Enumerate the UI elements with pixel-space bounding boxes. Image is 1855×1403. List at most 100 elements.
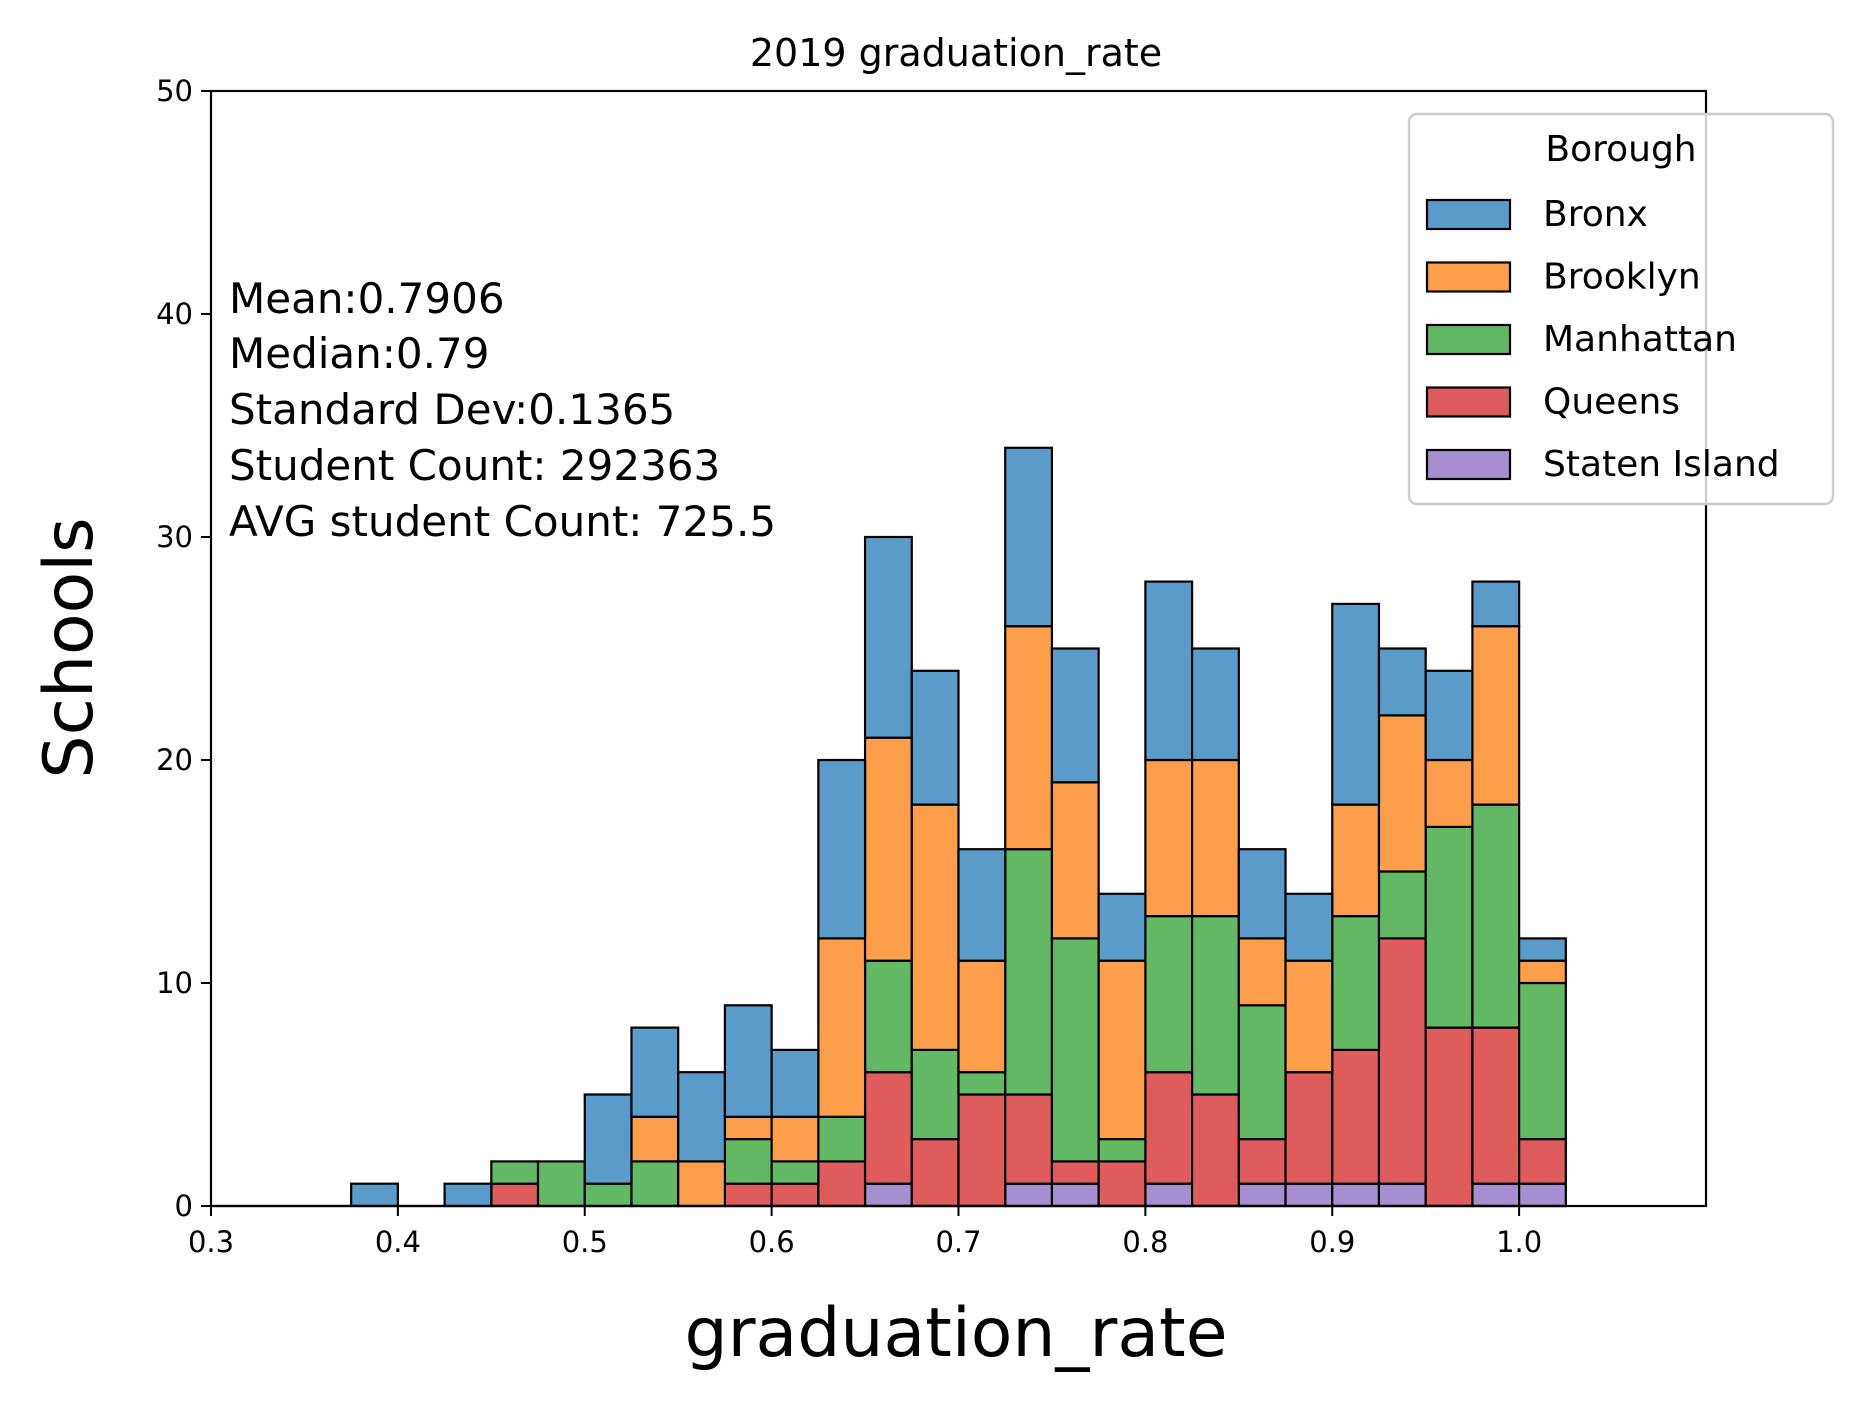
bar-manhattan [1004, 848, 1054, 1096]
bar-manhattan [583, 1182, 633, 1208]
bar-bronx [1190, 647, 1240, 762]
x-tick-label: 0.5 [562, 1225, 608, 1259]
bar-staten-island [1377, 1182, 1427, 1208]
bar-manhattan [1050, 937, 1100, 1163]
bar-staten-island [1331, 1182, 1381, 1208]
y-tick-label: 20 [156, 743, 193, 777]
bar-staten-island [1471, 1182, 1521, 1208]
bar-brooklyn [1190, 758, 1240, 918]
legend-title: Borough [1545, 129, 1696, 170]
bar-brooklyn [1097, 959, 1147, 1141]
legend-label-manhattan: Manhattan [1543, 319, 1737, 360]
bar-brooklyn [1377, 714, 1427, 873]
legend-swatch-brooklyn [1425, 261, 1512, 293]
legend-label-bronx: Bronx [1543, 194, 1648, 235]
bar-brooklyn [910, 803, 960, 1051]
bar-queens [490, 1182, 540, 1208]
bar-manhattan [630, 1160, 680, 1208]
x-axis-ticks: 0.3 0.4 0.5 0.6 0.7 0.8 0.9 1.0 [188, 1206, 1542, 1259]
y-axis-ticks: 0 10 20 30 40 50 [156, 74, 211, 1223]
legend-label-staten-island: Staten Island [1543, 444, 1780, 485]
bar-queens [817, 1160, 867, 1208]
x-tick-label: 1.0 [1496, 1225, 1542, 1259]
bar-brooklyn [1518, 959, 1567, 985]
bar-queens [1004, 1093, 1054, 1185]
y-tick-label: 10 [156, 966, 193, 1000]
bar-manhattan [1097, 1137, 1147, 1163]
bar-queens [1050, 1160, 1100, 1185]
stat-avg-student-count: AVG student Count: 725.5 [229, 497, 776, 546]
bar-bronx [1471, 580, 1521, 628]
bar-bronx [1284, 892, 1334, 962]
bar-manhattan [1331, 914, 1381, 1051]
bar-staten-island [863, 1182, 913, 1208]
bar-staten-island [1144, 1182, 1194, 1208]
y-tick-label: 0 [175, 1189, 193, 1223]
bar-manhattan [723, 1137, 773, 1185]
bar-queens [1237, 1137, 1287, 1185]
bar-brooklyn [1284, 959, 1334, 1074]
bar-brooklyn [957, 959, 1007, 1074]
bar-manhattan [536, 1160, 586, 1208]
bar-bronx [817, 758, 867, 940]
y-axis-label: Schools [30, 517, 109, 778]
legend-swatch-bronx [1425, 198, 1512, 231]
legend-label-queens: Queens [1543, 382, 1680, 423]
bar-brooklyn [1331, 803, 1381, 918]
bar-bronx [1237, 848, 1287, 940]
bar-staten-island [1518, 1182, 1567, 1208]
bar-queens [1144, 1071, 1194, 1185]
bar-queens [1377, 937, 1427, 1185]
bar-bronx [1518, 937, 1567, 962]
bar-brooklyn [1144, 758, 1194, 918]
x-tick-label: 0.8 [1122, 1225, 1168, 1259]
bar-bronx [443, 1182, 493, 1208]
x-axis-label: graduation_rate [684, 1294, 1227, 1373]
legend-swatch-staten-island [1425, 448, 1512, 481]
stat-student-count: Student Count: 292363 [229, 441, 720, 490]
bar-bronx [583, 1093, 633, 1185]
bar-queens [910, 1137, 960, 1208]
bar-manhattan [863, 959, 913, 1074]
bar-bronx [863, 535, 913, 739]
bar-brooklyn [1237, 937, 1287, 1007]
bar-manhattan [1377, 870, 1427, 940]
bar-bronx [770, 1048, 820, 1118]
stat-median: Median:0.79 [229, 329, 489, 378]
bar-queens [1097, 1160, 1147, 1208]
bar-staten-island [1050, 1182, 1100, 1208]
bar-staten-island [1004, 1182, 1054, 1208]
bar-queens [1471, 1026, 1521, 1185]
legend-box [1407, 112, 1835, 506]
bar-brooklyn [677, 1160, 727, 1208]
bar-staten-island [1237, 1182, 1287, 1208]
y-tick-label: 40 [156, 297, 193, 331]
bar-brooklyn [1471, 625, 1521, 806]
bar-brooklyn [1424, 758, 1474, 829]
bar-manhattan [490, 1160, 540, 1185]
bar-bronx [1424, 669, 1474, 762]
bar-brooklyn [1050, 781, 1100, 940]
bar-bronx [1377, 647, 1427, 717]
y-tick-label: 30 [156, 520, 193, 554]
stats-annotation: Mean:0.7906 Median:0.79 Standard Dev:0.1… [229, 274, 776, 546]
bar-bronx [1331, 602, 1381, 806]
bar-bronx [1097, 892, 1147, 962]
bar-manhattan [910, 1048, 960, 1141]
bar-bronx [677, 1071, 727, 1163]
chart-title: 2019 graduation_rate [750, 31, 1162, 75]
y-tick-label: 50 [156, 74, 193, 108]
bar-bronx [350, 1182, 399, 1208]
bar-brooklyn [723, 1115, 773, 1141]
x-tick-label: 0.3 [188, 1225, 234, 1259]
bar-queens [770, 1182, 820, 1208]
legend-swatch-queens [1425, 386, 1512, 418]
x-tick-label: 0.9 [1309, 1225, 1355, 1259]
bar-bronx [1050, 647, 1100, 784]
bar-manhattan [1144, 914, 1194, 1074]
bar-brooklyn [630, 1115, 680, 1163]
x-tick-label: 0.6 [749, 1225, 795, 1259]
bar-bronx [630, 1026, 680, 1118]
stat-mean: Mean:0.7906 [229, 274, 505, 323]
bar-queens [1518, 1137, 1567, 1185]
